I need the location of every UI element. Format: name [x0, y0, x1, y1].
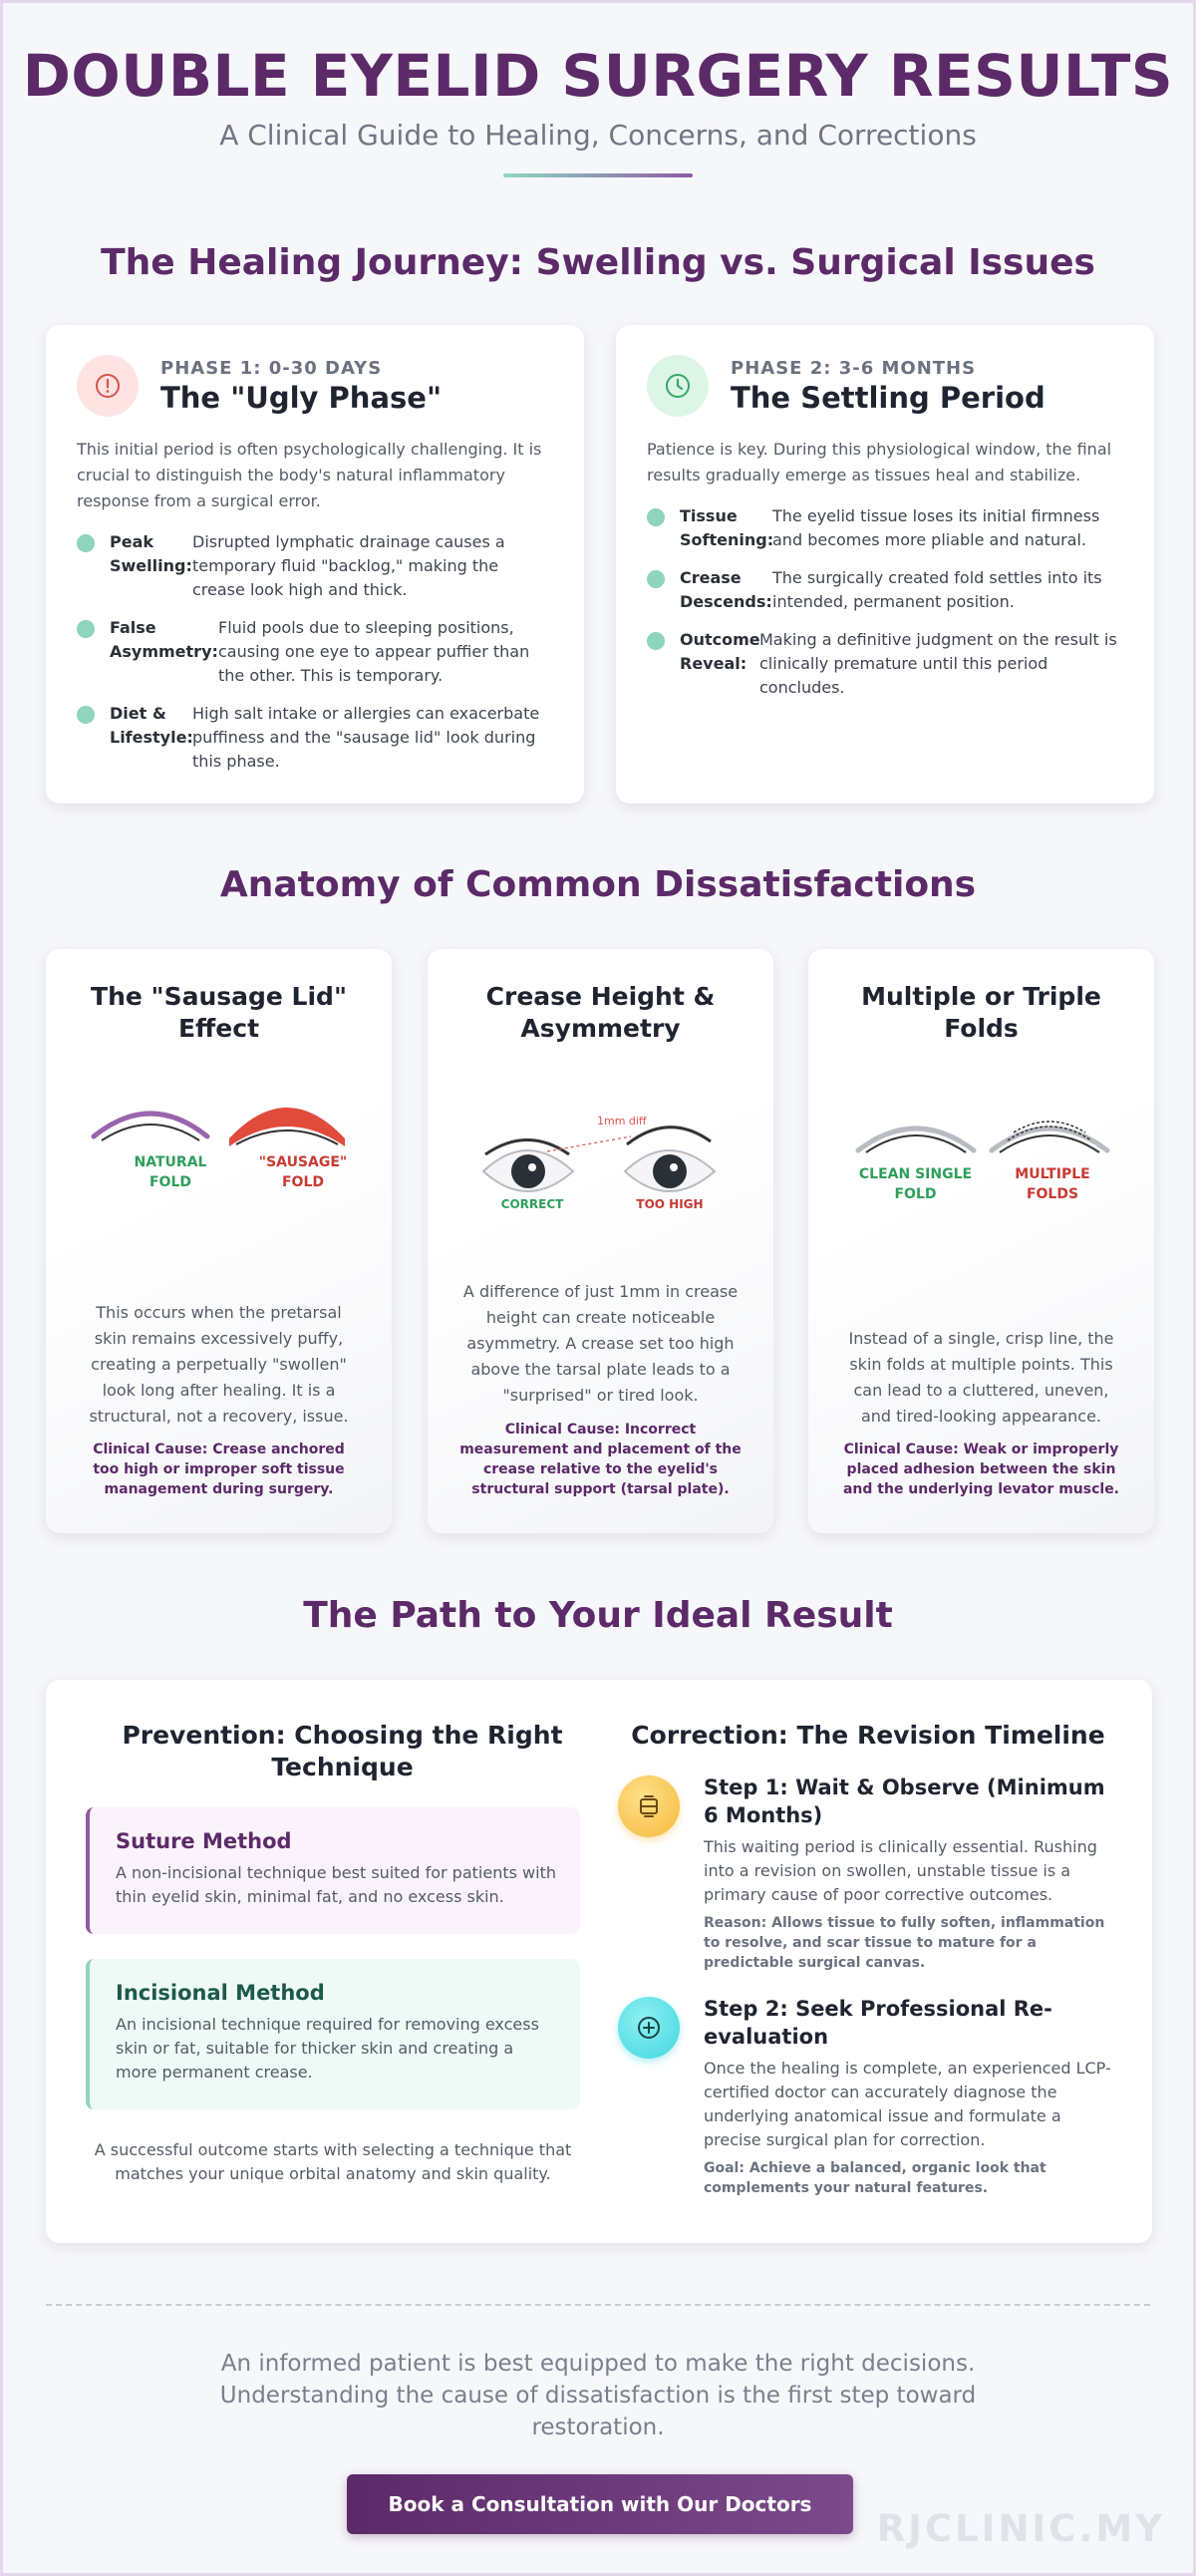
page-title: DOUBLE EYELID SURGERY RESULTS	[22, 42, 1174, 110]
page-subtitle: A Clinical Guide to Healing, Concerns, a…	[219, 118, 977, 152]
point-term: Crease Descends:	[680, 568, 772, 611]
incisional-method-card: Incisional Method An incisional techniqu…	[86, 1959, 580, 2109]
correct-label: CORRECT	[500, 1197, 564, 1211]
bullet-dot-icon	[77, 534, 95, 552]
suture-method-card: Suture Method A non-incisional technique…	[86, 1807, 580, 1934]
plus-circle-icon	[618, 1997, 680, 2059]
step-1-title: Step 1: Wait & Observe (Minimum 6 Months…	[704, 1775, 1105, 1827]
phase-2-kicker: PHASE 2: 3-6 MONTHS	[731, 357, 977, 379]
multiple-folds-card: Multiple or Triple Folds CLEAN SINGLE FO…	[808, 949, 1154, 1533]
point-text: The surgically created fold settles into…	[772, 568, 1102, 611]
phase-2-intro: Patience is key. During this physiologic…	[647, 440, 1112, 484]
prevention-title: Prevention: Choosing the Right Technique	[122, 1721, 563, 1781]
bullet-dot-icon	[647, 570, 665, 588]
step-2-title: Step 2: Seek Professional Re-evaluation	[704, 1997, 1052, 2049]
correction-title: Correction: The Revision Timeline	[631, 1721, 1105, 1750]
list-item: Outcome Reveal: Making a definitive judg…	[647, 628, 1123, 700]
sausage-lid-illustration	[46, 1089, 392, 1202]
suture-method-text: A non-incisional technique best suited f…	[116, 1863, 556, 1906]
point-term: Outcome Reveal:	[680, 630, 760, 673]
alert-circle-icon	[77, 355, 139, 417]
measure-label: 1mm diff	[597, 1115, 647, 1127]
natural-fold-label: NATURAL FOLD	[134, 1154, 207, 1190]
list-item: Crease Descends: The surgically created …	[647, 566, 1123, 614]
too-high-label: TOO HIGH	[636, 1197, 704, 1211]
path-section-title: The Path to Your Ideal Result	[303, 1595, 893, 1636]
card-title: Crease Height & Asymmetry	[485, 982, 716, 1043]
crease-height-card: Crease Height & Asymmetry 1mm diff CORRE…	[428, 949, 773, 1533]
crease-asymmetry-illustration	[428, 1114, 773, 1227]
phase-2-title: The Settling Period	[731, 380, 1046, 415]
point-term: Tissue Softening:	[680, 506, 774, 549]
phase-1-intro: This initial period is often psychologic…	[77, 440, 542, 510]
bullet-dot-icon	[77, 620, 95, 638]
list-item: False Asymmetry: Fluid pools due to slee…	[77, 616, 553, 688]
step-1-text: This waiting period is clinically essent…	[704, 1837, 1097, 1904]
incisional-method-title: Incisional Method	[116, 1981, 325, 2005]
phase-1-card: PHASE 1: 0-30 DAYS The "Ugly Phase" This…	[46, 325, 584, 804]
path-card: Prevention: Choosing the Right Technique…	[46, 1680, 1152, 2243]
list-item: Tissue Softening: The eyelid tissue lose…	[647, 504, 1123, 552]
bullet-dot-icon	[77, 706, 95, 724]
phase-2-card: PHASE 2: 3-6 MONTHS The Settling Period …	[616, 325, 1154, 804]
multiple-folds-illustration	[808, 1099, 1154, 1192]
header: DOUBLE EYELID SURGERY RESULTS A Clinical…	[3, 3, 1193, 177]
book-consultation-button[interactable]: Book a Consultation with Our Doctors	[347, 2474, 853, 2534]
clean-fold-label: CLEAN SINGLE FOLD	[858, 1166, 973, 1202]
step-1-note: Reason: Allows tissue to fully soften, i…	[704, 1915, 1105, 1971]
clinical-cause: Clinical Cause: Weak or improperly place…	[842, 1442, 1120, 1497]
card-title: Multiple or Triple Folds	[861, 982, 1101, 1043]
step-2-text: Once the healing is complete, an experie…	[704, 2059, 1111, 2149]
point-text: Disrupted lymphatic drainage causes a te…	[192, 532, 505, 599]
list-item: Diet & Lifestyle: High salt intake or al…	[77, 702, 553, 774]
clinic-watermark: RJCLINIC.MY	[876, 2507, 1165, 2550]
bullet-dot-icon	[647, 508, 665, 526]
step-2-note: Goal: Achieve a balanced, organic look t…	[704, 2160, 1046, 2196]
point-text: Fluid pools due to sleeping positions, c…	[218, 618, 530, 685]
card-title: The "Sausage Lid" Effect	[91, 982, 347, 1043]
closing-statement: An informed patient is best equipped to …	[219, 2351, 977, 2440]
phase-1-title: The "Ugly Phase"	[160, 380, 443, 415]
card-description: This occurs when the pretarsal skin rema…	[89, 1303, 349, 1426]
anatomy-section-title: Anatomy of Common Dissatisfactions	[219, 864, 977, 905]
point-text: High salt intake or allergies can exacer…	[192, 704, 540, 771]
card-description: Instead of a single, crisp line, the ski…	[848, 1329, 1114, 1426]
clock-icon	[647, 355, 709, 417]
sausage-fold-label: "SAUSAGE" FOLD	[258, 1154, 348, 1190]
point-text: Making a definitive judgment on the resu…	[759, 630, 1117, 697]
title-accent-line	[503, 172, 693, 177]
infographic-page: DOUBLE EYELID SURGERY RESULTS A Clinical…	[3, 3, 1193, 2573]
card-description: A difference of just 1mm in crease heigh…	[462, 1282, 739, 1405]
point-text: The eyelid tissue loses its initial firm…	[772, 506, 1100, 549]
point-term: Diet & Lifestyle:	[110, 704, 193, 747]
bullet-dot-icon	[647, 632, 665, 650]
prevention-footer: A successful outcome starts with selecti…	[94, 2140, 572, 2183]
phase-1-points: Peak Swelling: Disrupted lymphatic drain…	[77, 530, 553, 774]
healing-section-title: The Healing Journey: Swelling vs. Surgic…	[101, 242, 1095, 283]
list-item: Peak Swelling: Disrupted lymphatic drain…	[77, 530, 553, 602]
hourglass-icon	[618, 1775, 680, 1837]
sausage-lid-card: The "Sausage Lid" Effect NATURAL FOLD "S…	[46, 949, 392, 1533]
footer-divider	[46, 2304, 1150, 2306]
clinical-cause: Clinical Cause: Crease anchored too high…	[93, 1442, 345, 1497]
point-term: Peak Swelling:	[110, 532, 192, 575]
clinical-cause: Clinical Cause: Incorrect measurement an…	[459, 1422, 742, 1497]
point-term: False Asymmetry:	[110, 618, 218, 661]
multiple-folds-label: MULTIPLE FOLDS	[1015, 1166, 1090, 1202]
phase-1-kicker: PHASE 1: 0-30 DAYS	[160, 357, 383, 379]
incisional-method-text: An incisional technique required for rem…	[116, 2015, 539, 2082]
phase-2-points: Tissue Softening: The eyelid tissue lose…	[647, 504, 1123, 700]
suture-method-title: Suture Method	[116, 1829, 292, 1853]
